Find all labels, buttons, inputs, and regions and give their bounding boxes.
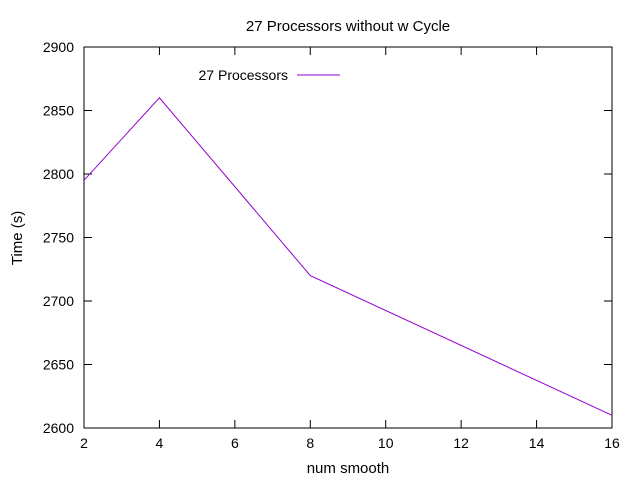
x-tick-label: 16 (604, 435, 620, 451)
chart-title: 27 Processors without w Cycle (246, 18, 450, 35)
y-tick-label: 2850 (43, 103, 74, 119)
y-axis: 2600 2650 2700 2750 2800 2850 2900 (43, 39, 612, 436)
legend: 27 Processors (199, 67, 340, 83)
x-tick-label: 14 (529, 435, 545, 451)
legend-label: 27 Processors (199, 67, 288, 83)
x-tick-label: 8 (306, 435, 314, 451)
series-layer (83, 97, 613, 416)
x-axis-title: num smooth (307, 460, 390, 477)
x-tick-label: 6 (231, 435, 239, 451)
x-tick-label: 4 (156, 435, 164, 451)
y-tick-label: 2750 (43, 230, 74, 246)
y-tick-label: 2650 (43, 357, 74, 373)
series-line (83, 97, 613, 416)
y-tick-label: 2700 (43, 293, 74, 309)
x-tick-label: 12 (453, 435, 469, 451)
y-tick-label: 2900 (43, 39, 74, 55)
y-axis-title: Time (s) (9, 211, 26, 265)
x-tick-label: 2 (80, 435, 88, 451)
plot-frame (83, 46, 613, 429)
x-tick-label: 10 (378, 435, 394, 451)
y-tick-label: 2800 (43, 166, 74, 182)
y-tick-label: 2600 (43, 420, 74, 436)
x-axis: 2 4 6 8 10 12 14 16 (80, 47, 620, 451)
